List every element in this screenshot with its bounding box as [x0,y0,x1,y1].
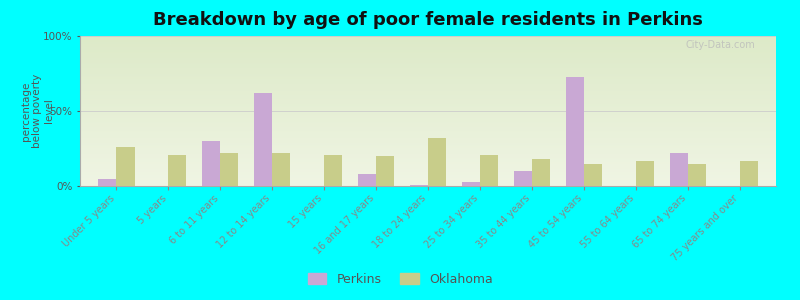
Bar [202,141,220,186]
Bar [98,178,116,186]
Bar [168,154,186,186]
Bar [410,184,428,186]
Bar [116,147,134,186]
Bar [532,159,550,186]
Bar [428,138,446,186]
Title: Breakdown by age of poor female residents in Perkins: Breakdown by age of poor female resident… [153,11,703,29]
Y-axis label: percentage
below poverty
level: percentage below poverty level [21,74,54,148]
Bar [566,76,584,186]
Bar [462,182,480,186]
Bar [254,93,272,186]
Text: City-Data.com: City-Data.com [686,40,755,50]
Bar [740,160,758,186]
Bar [324,154,342,186]
Bar [220,153,238,186]
Legend: Perkins, Oklahoma: Perkins, Oklahoma [302,268,498,291]
Bar [358,174,376,186]
Bar [688,164,706,186]
Bar [670,153,688,186]
Bar [272,153,290,186]
Bar [376,156,394,186]
Bar [584,164,602,186]
Bar [514,171,532,186]
Bar [636,160,654,186]
Bar [480,154,498,186]
